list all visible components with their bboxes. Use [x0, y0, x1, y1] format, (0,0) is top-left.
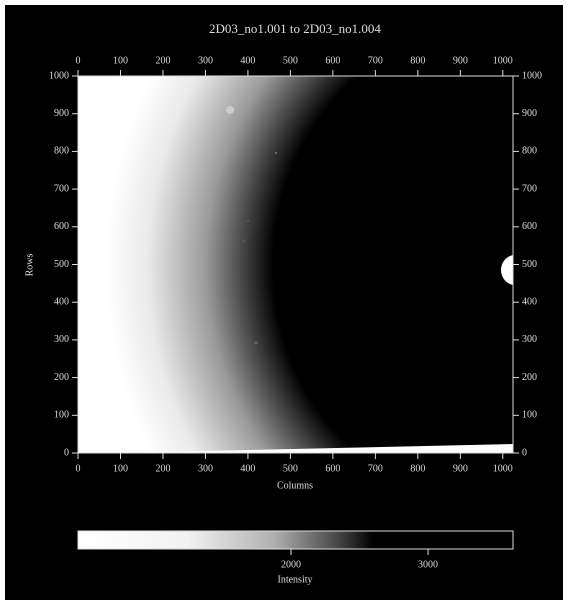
x-tick-label-top: 200 [155, 55, 170, 66]
y-tick-label: 1000 [49, 70, 69, 81]
x-tick-label: 1000 [493, 463, 513, 474]
y-tick-label-right: 100 [522, 410, 537, 421]
chart-title: 2D03_no1.001 to 2D03_no1.004 [209, 21, 381, 36]
x-tick-label-top: 900 [453, 55, 468, 66]
y-tick-label: 200 [54, 372, 69, 383]
y-tick-label-right: 400 [522, 296, 537, 307]
colorbar-tick-label: 2000 [281, 559, 301, 570]
y-axis-label: Rows [24, 254, 35, 277]
y-tick-label-right: 300 [522, 334, 537, 345]
detector-image [78, 70, 529, 453]
y-tick-label: 700 [54, 183, 69, 194]
x-tick-label-top: 700 [368, 55, 383, 66]
x-tick-label: 800 [410, 463, 425, 474]
x-tick-label-top: 100 [113, 55, 128, 66]
x-tick-label-top: 500 [283, 55, 298, 66]
x-tick-label: 200 [155, 463, 170, 474]
y-tick-label: 500 [54, 259, 69, 270]
x-tick-label-top: 300 [198, 55, 213, 66]
x-tick-label-top: 1000 [493, 55, 513, 66]
colorbar-label: Intensity [278, 574, 313, 585]
y-tick-label-right: 800 [522, 146, 537, 157]
x-axis-label: Columns [277, 480, 313, 491]
x-tick-label: 600 [325, 463, 340, 474]
y-tick-label-right: 200 [522, 372, 537, 383]
y-tick-label: 300 [54, 334, 69, 345]
y-tick-label-right: 900 [522, 108, 537, 119]
x-tick-label: 500 [283, 463, 298, 474]
x-tick-label-top: 800 [410, 55, 425, 66]
y-tick-label: 600 [54, 221, 69, 232]
x-tick-label: 0 [76, 463, 81, 474]
y-tick-label-right: 0 [522, 447, 527, 458]
x-tick-label: 400 [240, 463, 255, 474]
y-tick-label-right: 500 [522, 259, 537, 270]
colorbar-tick-label: 3000 [418, 559, 438, 570]
y-tick-label: 0 [64, 447, 69, 458]
y-tick-label: 400 [54, 296, 69, 307]
x-tick-label: 300 [198, 463, 213, 474]
x-tick-label: 700 [368, 463, 383, 474]
chart: 2D03_no1.001 to 2D03_no1.004 Columns Row… [0, 0, 568, 605]
y-tick-label-right: 700 [522, 183, 537, 194]
x-tick-label-top: 400 [240, 55, 255, 66]
x-tick-label-top: 600 [325, 55, 340, 66]
page: {"chart_data": {"type": "image", "title"… [0, 0, 568, 605]
y-tick-label: 900 [54, 108, 69, 119]
y-tick-label-right: 600 [522, 221, 537, 232]
y-tick-label-right: 1000 [522, 70, 542, 81]
y-tick-label: 800 [54, 146, 69, 157]
x-tick-label: 100 [113, 463, 128, 474]
colorbar [78, 531, 513, 549]
x-tick-label-top: 0 [76, 55, 81, 66]
x-tick-label: 900 [453, 463, 468, 474]
y-tick-label: 100 [54, 410, 69, 421]
